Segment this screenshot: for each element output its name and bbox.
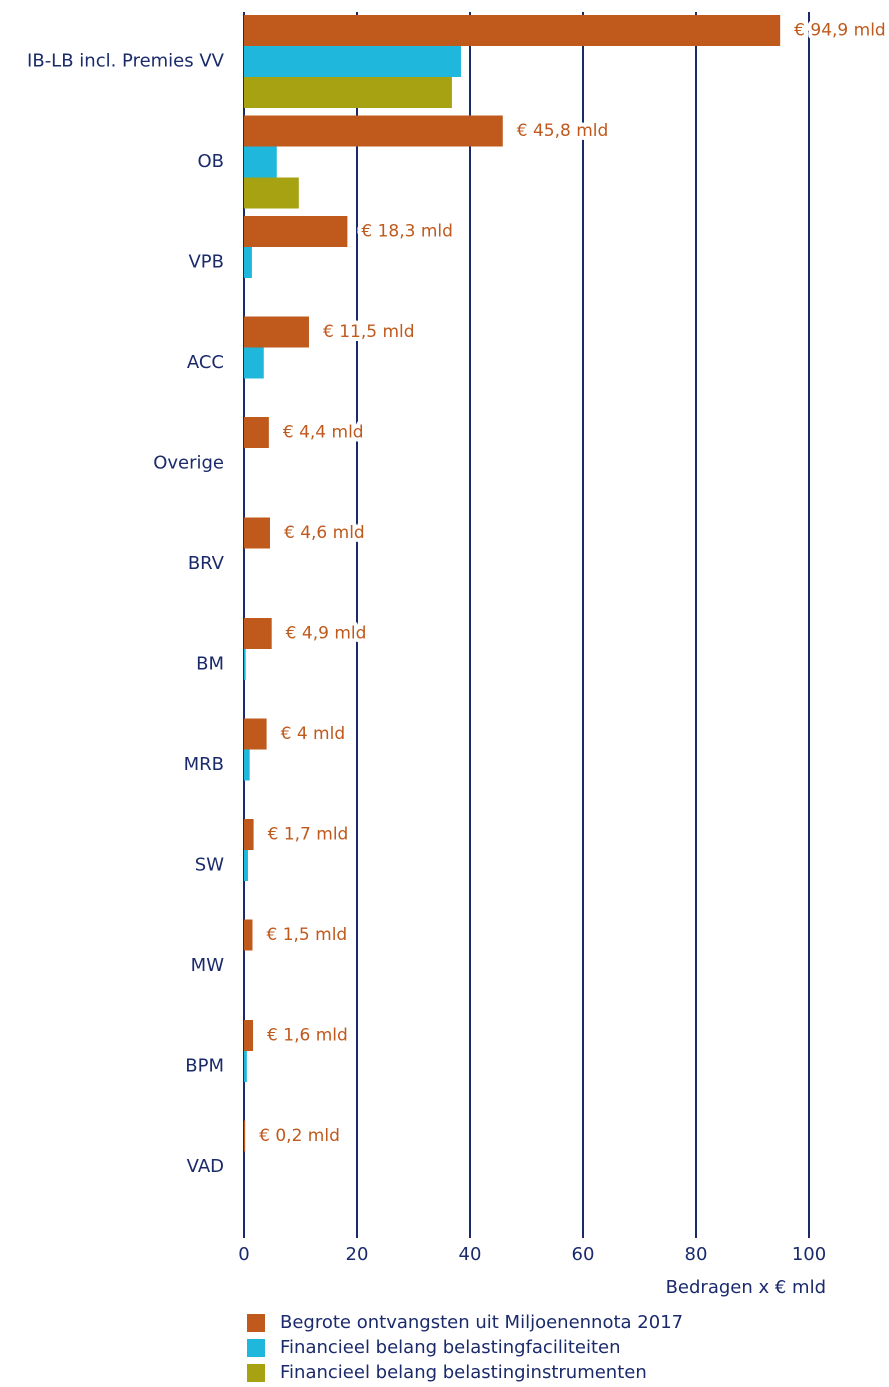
category-label: BRV bbox=[188, 553, 225, 574]
value-label: € 4,6 mld bbox=[284, 523, 365, 543]
category-label: Overige bbox=[153, 453, 224, 474]
bar bbox=[244, 77, 452, 108]
bar bbox=[244, 417, 269, 448]
bar bbox=[244, 1120, 246, 1152]
category-label: IB-LB incl. Premies VV bbox=[27, 51, 225, 72]
legend-swatch bbox=[247, 1364, 265, 1382]
value-label: € 4,4 mld bbox=[283, 423, 364, 443]
value-label: € 0,2 mld bbox=[259, 1126, 340, 1146]
legend-label: Financieel belang belastinginstrumenten bbox=[280, 1362, 647, 1383]
bar bbox=[244, 177, 299, 209]
value-label: € 45,8 mld bbox=[517, 121, 609, 141]
bar bbox=[244, 115, 503, 147]
bar bbox=[244, 46, 461, 77]
value-label: € 94,9 mld bbox=[794, 21, 886, 41]
bar bbox=[244, 618, 272, 649]
bar bbox=[244, 517, 270, 549]
value-label: € 1,5 mld bbox=[266, 925, 347, 945]
bar bbox=[244, 347, 264, 379]
category-label: MRB bbox=[184, 754, 224, 775]
value-label: € 4,9 mld bbox=[286, 624, 367, 644]
bar bbox=[244, 819, 254, 850]
x-tick-label: 100 bbox=[792, 1244, 826, 1265]
value-label: € 11,5 mld bbox=[323, 322, 415, 342]
value-label: € 1,6 mld bbox=[267, 1026, 348, 1046]
bar bbox=[244, 749, 250, 781]
bar bbox=[244, 146, 277, 178]
bar bbox=[244, 1020, 254, 1051]
x-tick-label: 20 bbox=[346, 1244, 369, 1265]
bar bbox=[244, 316, 309, 348]
category-label: MW bbox=[191, 955, 225, 976]
x-tick-label: 40 bbox=[459, 1244, 482, 1265]
bar bbox=[244, 649, 246, 680]
category-label: SW bbox=[195, 855, 224, 876]
bar bbox=[244, 1051, 247, 1082]
x-tick-label: 0 bbox=[238, 1244, 249, 1265]
legend-label: Financieel belang belastingfaciliteiten bbox=[280, 1337, 621, 1358]
category-label: OB bbox=[197, 151, 224, 172]
bar bbox=[244, 247, 252, 278]
legend-swatch bbox=[247, 1339, 265, 1357]
category-label: VAD bbox=[187, 1156, 224, 1177]
bar bbox=[244, 718, 267, 750]
x-tick-label: 80 bbox=[685, 1244, 708, 1265]
legend-swatch bbox=[247, 1314, 265, 1332]
bar bbox=[244, 850, 248, 881]
bar bbox=[244, 15, 781, 46]
category-label: VPB bbox=[188, 252, 224, 273]
category-label: ACC bbox=[187, 352, 224, 373]
value-label: € 1,7 mld bbox=[268, 825, 349, 845]
x-tick-label: 60 bbox=[572, 1244, 595, 1265]
category-label: BPM bbox=[185, 1056, 224, 1077]
bar bbox=[244, 919, 253, 951]
value-label: € 4 mld bbox=[281, 724, 346, 744]
x-axis-label: Bedragen x € mld bbox=[666, 1277, 826, 1298]
value-label: € 18,3 mld bbox=[361, 222, 453, 242]
bar bbox=[244, 216, 348, 247]
legend-label: Begrote ontvangsten uit Miljoenennota 20… bbox=[280, 1312, 683, 1333]
category-label: BM bbox=[196, 654, 224, 675]
